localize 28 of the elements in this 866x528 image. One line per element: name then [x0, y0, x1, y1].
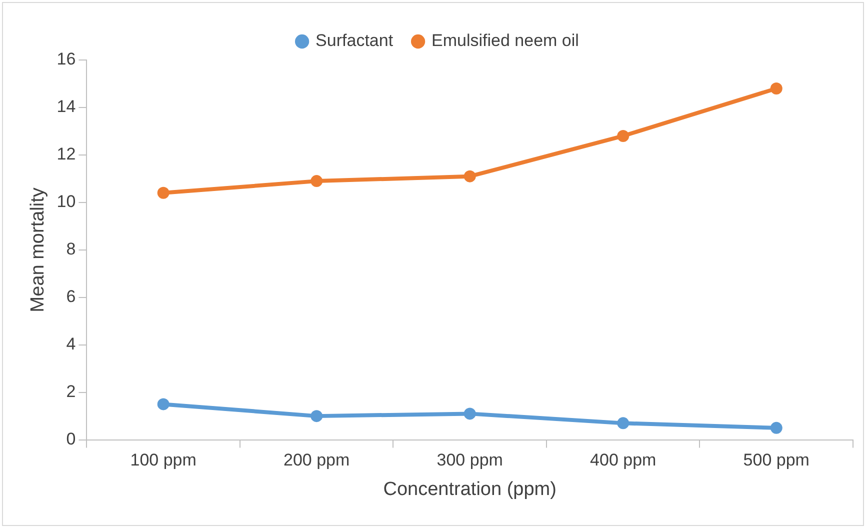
y-tick-label: 2 [66, 382, 76, 402]
x-tick-label: 400 ppm [590, 450, 656, 470]
y-tick-label: 16 [56, 50, 76, 69]
point [617, 130, 630, 142]
point [157, 398, 170, 410]
x-axis-title: Concentration (ppm) [383, 478, 556, 500]
point [770, 422, 782, 434]
point [464, 170, 476, 182]
y-tick-label: 6 [66, 287, 76, 306]
point [310, 175, 323, 188]
y-tick-label: 10 [56, 192, 76, 212]
point [617, 417, 630, 430]
legend-label: Emulsified neem oil [432, 31, 579, 50]
y-axis-title: Mean mortality [28, 187, 49, 312]
x-tick-label: 100 ppm [130, 450, 196, 470]
point [157, 186, 170, 199]
point [310, 410, 323, 422]
x-tick-label: 300 ppm [436, 450, 503, 470]
legend-label: Surfactant [316, 31, 394, 50]
x-tick-label: 500 ppm [743, 450, 810, 470]
y-tick-label: 12 [56, 144, 76, 164]
y-tick-label: 8 [66, 240, 76, 259]
y-tick-label: 14 [56, 97, 76, 116]
y-tick-label: 0 [66, 429, 76, 448]
y-tick-label: 4 [66, 334, 76, 354]
point [770, 82, 782, 94]
point [464, 408, 476, 420]
x-tick-label: 200 ppm [284, 450, 350, 470]
